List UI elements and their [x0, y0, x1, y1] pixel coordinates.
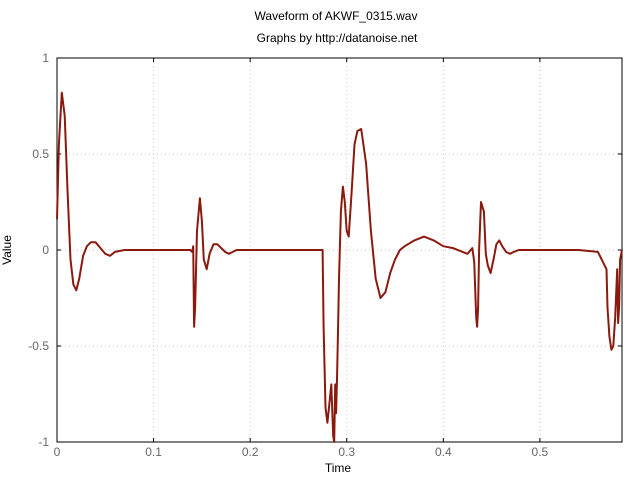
y-tick-label: 1 [42, 51, 49, 65]
axis-ticks: 0 0.1 0.2 0.3 0.4 0.5 -1 -0.5 0 0.5 1 [28, 51, 622, 459]
x-tick-label: 0.4 [435, 445, 452, 459]
y-tick-label: 0 [42, 243, 49, 257]
y-tick-label: 0.5 [32, 147, 49, 161]
y-tick-label: -1 [38, 435, 49, 449]
x-tick-label: 0.1 [145, 445, 162, 459]
chart-title: Waveform of AKWF_0315.wav [255, 9, 418, 23]
y-tick-label: -0.5 [28, 339, 49, 353]
series-layer [56, 91, 623, 443]
x-tick-label: 0.5 [532, 445, 549, 459]
x-tick-label: 0.3 [338, 445, 355, 459]
y-axis-label: Value [0, 235, 14, 265]
waveform-series-line [56, 91, 623, 443]
x-tick-label: 0.2 [242, 445, 259, 459]
x-tick-label: 0 [54, 445, 61, 459]
x-axis-label: Time [325, 461, 352, 475]
chart-subtitle: Graphs by http://datanoise.net [257, 31, 418, 45]
